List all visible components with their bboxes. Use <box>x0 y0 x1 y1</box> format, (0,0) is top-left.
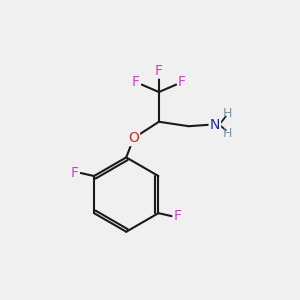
Text: H: H <box>223 127 232 140</box>
Text: F: F <box>132 75 140 88</box>
Text: O: O <box>128 131 139 145</box>
Text: F: F <box>178 75 186 88</box>
Text: N: N <box>210 118 220 132</box>
Text: F: F <box>155 64 163 78</box>
Text: H: H <box>223 107 232 120</box>
Text: F: F <box>174 209 182 223</box>
Text: F: F <box>71 166 79 180</box>
